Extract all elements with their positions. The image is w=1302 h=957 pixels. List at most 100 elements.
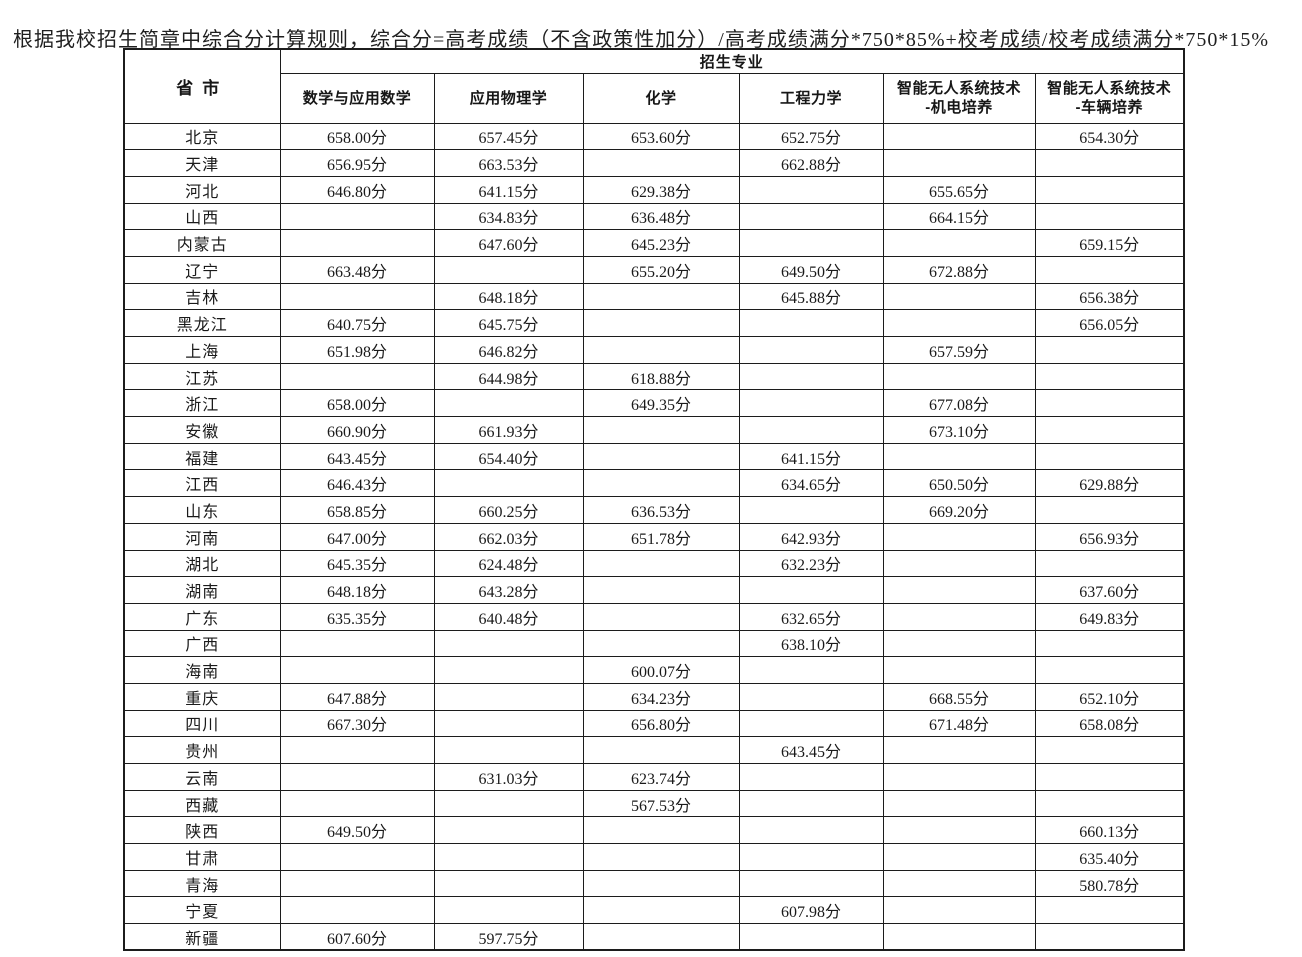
score-cell: 655.65分	[882, 175, 1036, 204]
province-cell: 浙江	[123, 389, 281, 418]
table-body: 北京 658.00分 657.45分 653.60分 652.75分 654.30分 天津 6…	[123, 122, 1185, 951]
score-cell: 659.15分	[1034, 229, 1185, 257]
score-cell	[279, 896, 435, 925]
score-cell: 660.13分	[1034, 816, 1185, 845]
score-cell	[882, 229, 1036, 257]
score-cell: 649.35分	[582, 389, 740, 418]
score-cell	[1034, 362, 1185, 391]
score-cell	[1034, 923, 1185, 951]
table-row: 浙江 658.00分 649.35分 677.08分	[123, 389, 1185, 418]
table-row: 青海 580.78分	[123, 869, 1185, 898]
score-cell: 656.80分	[582, 709, 740, 738]
province-cell: 新疆	[123, 923, 281, 951]
province-cell: 四川	[123, 709, 281, 738]
score-cell	[738, 362, 884, 391]
score-cell	[279, 656, 435, 684]
score-cell	[738, 336, 884, 364]
table-row: 河南 647.00分 662.03分 651.78分 642.93分 656.93分	[123, 522, 1185, 551]
table-row: 甘肃 635.40分	[123, 843, 1185, 871]
score-cell: 629.88分	[1034, 469, 1185, 498]
score-cell	[433, 389, 584, 418]
table-row: 广西 638.10分	[123, 629, 1185, 658]
score-cell: 652.10分	[1034, 682, 1185, 711]
score-cell: 646.80分	[279, 175, 435, 204]
score-cell: 647.00分	[279, 522, 435, 551]
score-cell: 654.30分	[1034, 122, 1185, 151]
score-cell: 631.03分	[433, 763, 584, 791]
score-cell	[738, 869, 884, 898]
score-cell: 634.23分	[582, 682, 740, 711]
province-cell: 吉林	[123, 282, 281, 311]
province-cell: 江西	[123, 469, 281, 498]
score-cell	[1034, 389, 1185, 418]
score-cell	[882, 282, 1036, 311]
score-cell: 641.15分	[433, 175, 584, 204]
province-column-header: 省市	[123, 48, 281, 124]
score-cell	[738, 229, 884, 257]
score-cell: 636.48分	[582, 202, 740, 231]
score-cell	[433, 816, 584, 845]
table-row: 云南 631.03分 623.74分	[123, 763, 1185, 791]
score-cell: 660.90分	[279, 416, 435, 444]
province-cell: 山东	[123, 496, 281, 524]
score-cell	[882, 602, 1036, 631]
table-row: 海南 600.07分	[123, 656, 1185, 684]
score-cell: 656.95分	[279, 149, 435, 177]
score-cell: 672.88分	[882, 255, 1036, 284]
score-cell: 673.10分	[882, 416, 1036, 444]
score-cell	[882, 549, 1036, 578]
score-cell	[738, 789, 884, 818]
table-row: 四川 667.30分 656.80分 671.48分 658.08分	[123, 709, 1185, 738]
score-cell: 651.98分	[279, 336, 435, 364]
score-cell	[279, 282, 435, 311]
score-cell	[582, 843, 740, 871]
score-cell: 597.75分	[433, 923, 584, 951]
score-cell	[279, 789, 435, 818]
score-cell	[582, 469, 740, 498]
score-cell	[882, 442, 1036, 471]
score-cell: 649.83分	[1034, 602, 1185, 631]
score-cell: 656.38分	[1034, 282, 1185, 311]
score-cell	[738, 656, 884, 684]
score-cell	[582, 896, 740, 925]
score-cell	[738, 763, 884, 791]
table-row: 辽宁 663.48分 655.20分 649.50分 672.88分	[123, 255, 1185, 284]
score-cell: 640.48分	[433, 602, 584, 631]
table-row: 江西 646.43分 634.65分 650.50分 629.88分	[123, 469, 1185, 498]
table-row: 宁夏 607.98分	[123, 896, 1185, 925]
score-cell: 644.98分	[433, 362, 584, 391]
score-cell: 647.88分	[279, 682, 435, 711]
score-cell: 643.45分	[279, 442, 435, 471]
admission-scores-table: 省市 招生专业 数学与应用数学 应用物理学 化学 工程力学 智能无人系统技术 -机电培养…	[123, 48, 1185, 952]
score-cell: 618.88分	[582, 362, 740, 391]
table-row: 福建 643.45分 654.40分 641.15分	[123, 442, 1185, 471]
score-cell: 645.88分	[738, 282, 884, 311]
province-cell: 内蒙古	[123, 229, 281, 257]
score-cell: 649.50分	[279, 816, 435, 845]
score-cell	[582, 336, 740, 364]
score-cell: 668.55分	[882, 682, 1036, 711]
score-cell	[1034, 789, 1185, 818]
table-row: 广东 635.35分 640.48分 632.65分 649.83分	[123, 602, 1185, 631]
province-cell: 广西	[123, 629, 281, 658]
score-cell	[433, 469, 584, 498]
score-cell: 648.18分	[433, 282, 584, 311]
score-cell: 658.85分	[279, 496, 435, 524]
score-cell: 632.23分	[738, 549, 884, 578]
score-cell	[1034, 763, 1185, 791]
intro-text: 根据我校招生简章中综合分计算规则，综合分=高考成绩（不含政策性加分）/高考成绩满…	[13, 29, 1269, 51]
score-cell	[1034, 255, 1185, 284]
score-cell	[279, 763, 435, 791]
province-cell: 广东	[123, 602, 281, 631]
score-cell: 624.48分	[433, 549, 584, 578]
score-cell: 656.05分	[1034, 309, 1185, 337]
table-row: 山东 658.85分 660.25分 636.53分 669.20分	[123, 496, 1185, 524]
score-cell	[882, 736, 1036, 764]
score-cell	[882, 656, 1036, 684]
province-cell: 黑龙江	[123, 309, 281, 337]
score-cell	[582, 282, 740, 311]
score-cell: 647.60分	[433, 229, 584, 257]
score-cell	[882, 522, 1036, 551]
score-cell	[882, 869, 1036, 898]
score-cell	[738, 816, 884, 845]
